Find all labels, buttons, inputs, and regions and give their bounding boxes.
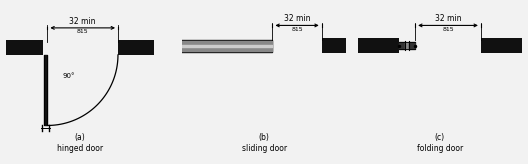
Bar [118, 40, 154, 55]
Text: 90°: 90° [62, 73, 74, 79]
Text: 815: 815 [442, 27, 454, 32]
Text: (c)
folding door: (c) folding door [417, 133, 463, 153]
Text: (b)
sliding door: (b) sliding door [242, 133, 287, 153]
Text: 815: 815 [291, 27, 303, 32]
Bar [481, 38, 522, 53]
Text: (a)
hinged door: (a) hinged door [57, 133, 103, 153]
Text: 815: 815 [77, 29, 89, 34]
Text: 32 min: 32 min [284, 14, 310, 23]
Bar [6, 40, 43, 55]
Bar [322, 38, 354, 53]
Text: 32 min: 32 min [435, 14, 461, 23]
Bar [358, 38, 399, 53]
Text: 32 min: 32 min [70, 17, 96, 26]
